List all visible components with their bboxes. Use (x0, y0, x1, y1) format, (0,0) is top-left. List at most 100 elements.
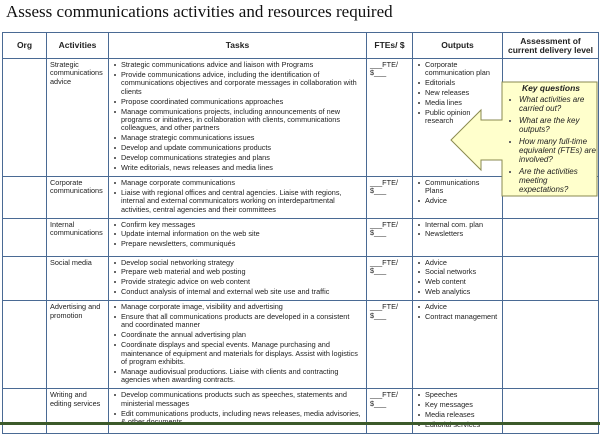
activity-cell: Writing and editing services (46, 388, 109, 434)
fte-cell[interactable]: ___FTE/$___ (366, 58, 413, 177)
page-title: Assess communications activities and res… (6, 2, 393, 21)
output-item: New releases (418, 88, 499, 97)
dollar-blank: $___ (370, 398, 387, 408)
header-org: Org (2, 32, 47, 59)
fte-blank: ___FTE/ (370, 257, 398, 267)
org-cell (2, 255, 47, 302)
task-item: Conduct analysis of internal and externa… (114, 287, 363, 296)
output-item: Newsletters (418, 229, 499, 238)
task-item: Manage corporate image, visibility and a… (114, 302, 363, 311)
fte-cell[interactable]: ___FTE/$___ (366, 217, 413, 257)
org-cell (2, 58, 47, 177)
key-questions-callout: Key questions What activities are carrie… (506, 84, 596, 197)
tasks-cell: Develop social networking strategy Prepar… (108, 255, 367, 302)
assessment-cell[interactable] (502, 388, 599, 434)
task-item: Liaise with regional offices and central… (114, 188, 363, 214)
output-item: Advice (418, 196, 499, 205)
tasks-cell: Strategic communications advice and liai… (108, 58, 367, 177)
fte-blank: ___FTE/ (370, 302, 398, 312)
output-item: Key messages (418, 400, 499, 409)
outputs-cell: Internal com. plan Newsletters (412, 217, 503, 257)
task-item: Prepare web material and web posting (114, 267, 363, 276)
dollar-blank: $___ (370, 227, 387, 237)
output-item: Editorials (418, 78, 499, 87)
activity-cell: Social media (46, 255, 109, 302)
org-cell (2, 217, 47, 257)
callout-title: Key questions (521, 83, 581, 93)
outputs-cell: Corporate communication plan Editorials Ne… (412, 58, 503, 177)
output-item: Media lines (418, 98, 499, 107)
callout-item: Are the activities meeting expectations? (509, 167, 596, 194)
fte-cell[interactable]: ___FTE/$___ (366, 388, 413, 434)
task-item: Propose coordinated communications appro… (114, 97, 363, 106)
output-item: Web analytics (418, 287, 499, 296)
header-activities: Activities (46, 32, 109, 59)
task-item: Ensure that all communications products … (114, 312, 363, 330)
fte-blank: ___FTE/ (370, 60, 398, 69)
task-item: Develop social networking strategy (114, 258, 363, 267)
output-item: Corporate communication plan (418, 60, 499, 78)
task-item: Update internal information on the web s… (114, 229, 363, 238)
tasks-cell: Manage corporate image, visibility and a… (108, 300, 367, 390)
output-item: Communications Plans (418, 178, 499, 196)
fte-cell[interactable]: ___FTE/$___ (366, 300, 413, 390)
fte-cell[interactable]: ___FTE/$___ (366, 255, 413, 302)
assessment-cell[interactable] (502, 217, 599, 257)
dollar-blank: $___ (370, 186, 387, 196)
task-item: Develop and update communications produc… (114, 143, 363, 152)
activity-cell: Strategic communications advice (46, 58, 109, 177)
task-item: Edit communications products, including … (114, 409, 363, 427)
dollar-blank: $___ (370, 310, 387, 320)
tasks-cell: Develop communications products such as … (108, 388, 367, 434)
fte-cell[interactable]: ___FTE/$___ (366, 175, 413, 219)
tasks-cell: Confirm key messages Update internal info… (108, 217, 367, 257)
task-item: Manage audiovisual productions. Liaise w… (114, 367, 363, 385)
task-item: Manage communications projects, includin… (114, 107, 363, 133)
callout-item: What activities are carried out? (509, 95, 596, 113)
header-outputs: Outputs (412, 32, 503, 59)
task-item: Manage strategic communications issues (114, 133, 363, 142)
task-item: Coordinate displays and special events. … (114, 341, 363, 366)
dollar-blank: $___ (370, 68, 387, 78)
output-item: Social networks (418, 267, 499, 276)
fte-blank: ___FTE/ (370, 219, 398, 229)
task-item: Write editorials, news releases and medi… (114, 163, 363, 172)
outputs-cell: Advice Social networks Web content Web anal… (412, 255, 503, 302)
activity-cell: Advertising and promotion (46, 300, 109, 390)
table-row: Writing and editing services Develop comm… (2, 388, 599, 434)
activity-cell: Internal communications (46, 217, 109, 257)
activity-cell: Corporate communications (46, 175, 109, 219)
table-row: Internal communications Confirm key messa… (2, 217, 599, 257)
assessment-cell[interactable] (502, 300, 599, 390)
task-item: Provide strategic advice on web content (114, 277, 363, 286)
output-item: Contract management (418, 312, 498, 322)
callout-item: How many full-time equivalent (FTEs) are… (509, 137, 596, 164)
org-cell (2, 388, 47, 434)
output-item: Advice (418, 302, 499, 311)
footer-bar (0, 422, 600, 425)
task-item: Provide communications advice, including… (114, 70, 363, 96)
task-item: Prepare newsletters, communiqués (114, 239, 363, 248)
task-item: Coordinate the annual advertising plan (114, 330, 363, 339)
outputs-cell: Communications Plans Advice (412, 175, 503, 219)
header-tasks: Tasks (108, 32, 367, 59)
table-row: Social media Develop social networking st… (2, 255, 599, 302)
callout-item: What are the key outputs? (509, 116, 596, 134)
table-row: Strategic communications advice Strategic… (2, 58, 599, 177)
task-item: Manage corporate communications (114, 178, 363, 187)
assessment-cell[interactable] (502, 255, 599, 302)
output-item: Internal com. plan (418, 220, 499, 229)
dollar-blank: $___ (370, 265, 387, 275)
output-item: Media releases (418, 410, 499, 419)
output-item: Advice (418, 258, 499, 267)
outputs-cell: Advice Contract management (412, 300, 503, 390)
fte-blank: ___FTE/ (370, 390, 398, 400)
output-item: Public opinion research (418, 108, 499, 126)
header-row: Org Activities Tasks FTEs/ $ Outputs Ass… (2, 32, 599, 59)
task-item: Strategic communications advice and liai… (114, 60, 363, 69)
header-assessment: Assessment of current delivery level (502, 32, 599, 59)
tasks-cell: Manage corporate communications Liaise wi… (108, 175, 367, 219)
org-cell (2, 300, 47, 390)
task-item: Develop communications strategies and pl… (114, 153, 363, 162)
output-item: Web content (418, 277, 499, 286)
